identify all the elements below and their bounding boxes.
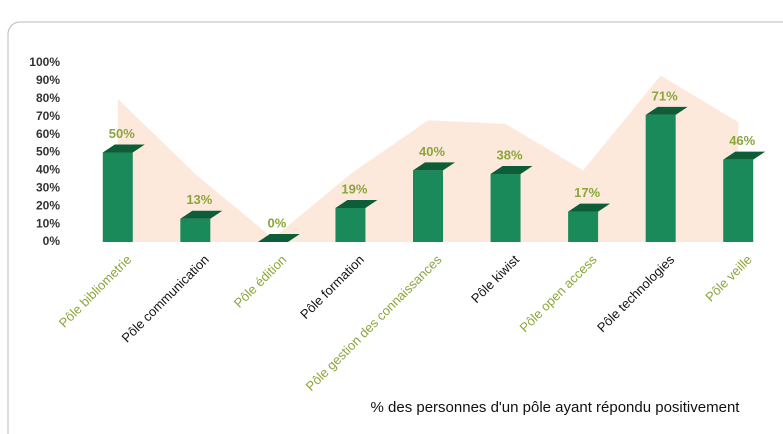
y-tick-label: 30% xyxy=(36,180,60,194)
bar-top xyxy=(723,151,766,160)
bar xyxy=(490,173,521,242)
bar xyxy=(180,218,211,242)
legend-caption: % des personnes d'un pôle ayant répondu … xyxy=(371,399,741,416)
bar-top xyxy=(180,210,223,219)
background-area xyxy=(117,75,739,242)
bar-top xyxy=(413,162,455,171)
bar xyxy=(413,170,443,242)
bar-top xyxy=(335,199,378,208)
value-label: 17% xyxy=(574,185,600,200)
value-label: 0% xyxy=(267,215,286,230)
y-tick-label: 80% xyxy=(36,91,60,105)
bar-top xyxy=(568,203,611,212)
y-tick-label: 10% xyxy=(36,216,60,230)
bar xyxy=(723,159,754,242)
value-label: 13% xyxy=(186,192,212,207)
bar-top xyxy=(102,144,145,153)
value-label: 46% xyxy=(729,133,755,148)
y-tick-label: 100% xyxy=(29,55,60,69)
bar xyxy=(335,207,366,242)
y-tick-label: 50% xyxy=(36,145,60,159)
y-tick-label: 20% xyxy=(36,198,60,212)
y-tick-label: 40% xyxy=(36,163,60,177)
value-label: 71% xyxy=(652,88,678,103)
value-label: 38% xyxy=(497,147,523,162)
bar xyxy=(102,152,133,242)
bar-top xyxy=(257,234,300,242)
y-tick-label: 70% xyxy=(36,109,60,123)
bar xyxy=(645,114,676,242)
value-label: 19% xyxy=(341,181,367,196)
bar-top xyxy=(645,106,688,115)
y-tick-label: 60% xyxy=(36,127,60,141)
value-label: 50% xyxy=(109,126,135,141)
bar xyxy=(568,211,599,242)
y-tick-label: 90% xyxy=(36,73,60,87)
y-tick-label: 0% xyxy=(43,234,61,248)
bar-top xyxy=(490,165,533,174)
value-label: 40% xyxy=(419,144,445,159)
